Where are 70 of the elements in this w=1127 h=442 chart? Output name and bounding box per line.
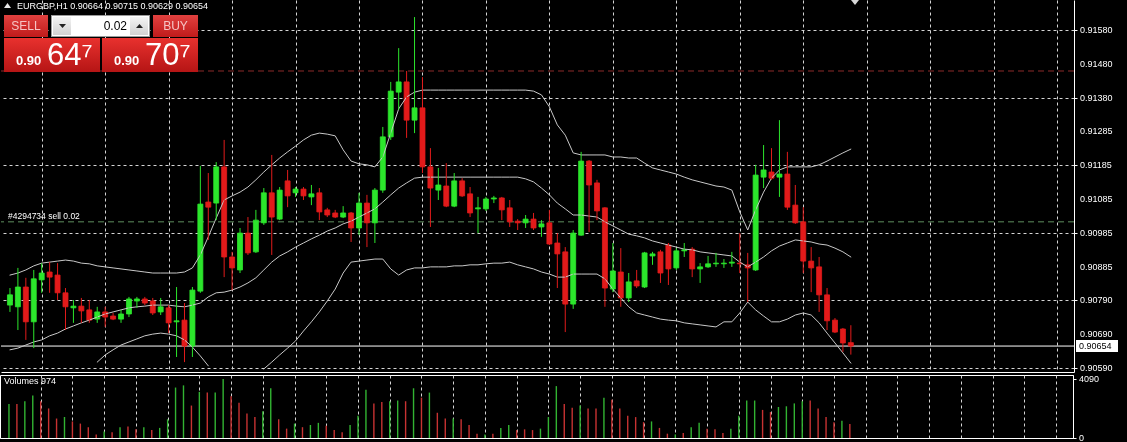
candlestick — [728, 251, 735, 268]
candlestick — [522, 214, 529, 229]
candlestick — [324, 207, 331, 218]
candlestick — [141, 296, 148, 306]
y-tick-label: 0 — [1079, 433, 1085, 442]
candlestick — [110, 312, 116, 321]
y-tick-label: 0.91085 — [1080, 193, 1113, 204]
ref-line-label: 0.90654 — [1079, 341, 1112, 352]
annotation: 0.90 70⁷ — [114, 37, 191, 72]
annotation: 0.90 64⁷ — [16, 37, 93, 72]
candlestick — [284, 169, 291, 208]
candlestick — [268, 154, 275, 256]
candlestick — [332, 209, 339, 219]
candlestick — [673, 247, 680, 271]
chart-title: EURGBP,H1 0.90664 0.90715 0.90629 0.90654 — [17, 1, 208, 11]
buy-button: BUY — [153, 15, 198, 37]
candlestick — [498, 196, 505, 221]
y-tick-label: 0.90790 — [1080, 294, 1113, 305]
candlestick — [292, 186, 299, 198]
candlestick — [697, 262, 704, 284]
y-tick-label: 0.90590 — [1080, 362, 1113, 373]
candlestick — [300, 186, 307, 201]
y-tick-label: 4090 — [1079, 374, 1100, 385]
candlestick — [633, 269, 640, 289]
candlestick — [70, 299, 77, 324]
candlestick — [165, 304, 172, 334]
candlestick — [411, 16, 418, 134]
annotation: 0.02 — [102, 18, 127, 35]
candlestick — [713, 252, 719, 268]
candlestick — [260, 187, 267, 226]
candlestick — [530, 212, 537, 231]
candlestick — [395, 47, 402, 111]
candlestick — [435, 167, 442, 201]
candlestick — [721, 258, 727, 269]
candlestick — [157, 297, 164, 316]
sell-price-button: 0.90 64⁷ — [4, 38, 100, 72]
candlestick — [181, 302, 188, 363]
candlestick — [403, 70, 410, 139]
candlestick — [847, 324, 854, 356]
candlestick — [475, 196, 481, 234]
buy-price-button: 0.90 70⁷ — [102, 38, 198, 72]
candlestick — [625, 272, 632, 303]
y-tick-label: 0.91285 — [1080, 125, 1113, 136]
ref-line-label: #4294734 sell 0.02 — [8, 210, 81, 221]
y-tick-label: 0.91380 — [1080, 93, 1113, 104]
candlestick — [133, 296, 140, 309]
candlestick — [308, 184, 315, 206]
y-tick-label: 0.90690 — [1080, 328, 1113, 339]
candlestick — [443, 162, 450, 208]
candlestick — [276, 186, 283, 221]
candlestick — [538, 219, 545, 238]
candlestick — [205, 172, 212, 241]
y-tick-label: 0.90985 — [1080, 228, 1113, 239]
candlestick — [808, 246, 815, 293]
candlestick — [705, 255, 711, 269]
candlestick — [490, 195, 497, 204]
candlestick — [451, 172, 458, 208]
candlestick — [173, 286, 180, 358]
candlestick — [38, 262, 45, 294]
candlestick — [768, 147, 775, 181]
candlestick — [514, 218, 521, 231]
y-tick-label: 0.91185 — [1080, 159, 1112, 170]
chart-title: Volumes 974 — [4, 376, 57, 386]
y-tick-label: 0.90885 — [1080, 262, 1113, 273]
candlestick — [776, 119, 783, 198]
lot-size-field: 0.02 — [51, 15, 150, 37]
y-tick-label: 0.91480 — [1080, 59, 1113, 70]
candlestick — [316, 187, 323, 221]
sell-button: SELL — [4, 15, 48, 37]
y-tick-label: 0.91580 — [1080, 25, 1113, 36]
